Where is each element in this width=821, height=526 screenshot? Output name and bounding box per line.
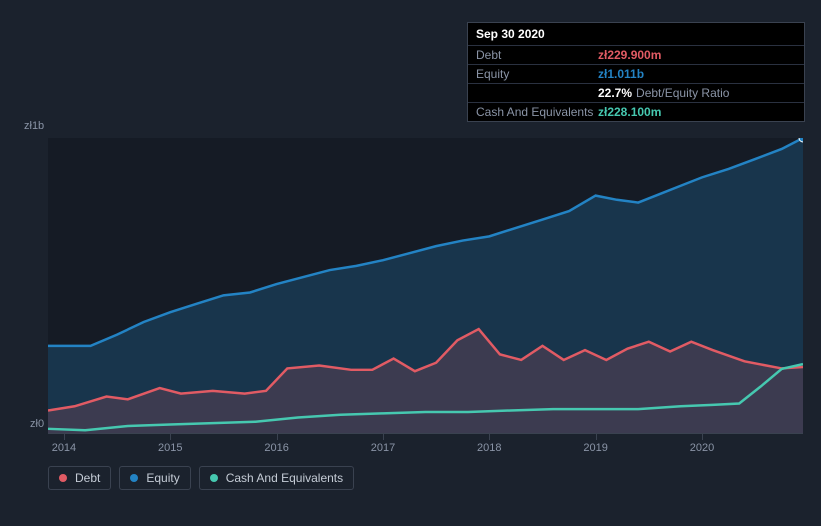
legend-item-debt[interactable]: Debt [48,466,111,490]
tooltip-row: Equityzł1.011b [468,64,804,83]
x-tick-label: 2017 [371,442,395,454]
tooltip-row-label: Debt [476,48,598,62]
tooltip-row: Cash And Equivalentszł228.100m [468,102,804,121]
x-tick-mark [383,434,384,440]
x-tick-mark [170,434,171,440]
x-tick-label: 2014 [52,442,76,454]
x-tick-mark [702,434,703,440]
legend-dot [210,474,218,482]
legend-item-equity[interactable]: Equity [119,466,190,490]
chart-legend: Debt Equity Cash And Equivalents [48,466,354,490]
chart-tooltip: Sep 30 2020 Debtzł229.900mEquityzł1.011b… [467,22,805,122]
tooltip-row-value: zł228.100m [598,105,661,119]
tooltip-row: Debtzł229.900m [468,45,804,64]
y-axis-tick-top: zł1b [24,120,44,132]
legend-dot [59,474,67,482]
tooltip-row-label: Equity [476,67,598,81]
tooltip-ratio-value: 22.7% [598,86,632,100]
tooltip-row-label: Cash And Equivalents [476,105,598,119]
legend-label: Cash And Equivalents [226,471,343,485]
tooltip-date: Sep 30 2020 [468,23,804,45]
x-tick-mark [64,434,65,440]
legend-label: Debt [75,471,100,485]
x-tick-label: 2019 [583,442,607,454]
tooltip-ratio-label: Debt/Equity Ratio [636,86,729,100]
plot-area [48,138,803,434]
legend-label: Equity [146,471,179,485]
x-tick-label: 2016 [264,442,288,454]
tooltip-row-value: zł1.011b [598,67,644,81]
x-tick-mark [489,434,490,440]
x-tick-label: 2020 [690,442,714,454]
tooltip-row-label [476,86,598,100]
x-tick-label: 2018 [477,442,501,454]
x-tick-mark [596,434,597,440]
tooltip-row-value: zł229.900m [598,48,661,62]
x-axis: 2014 2015 2016 2017 2018 2019 2020 [48,438,803,458]
tooltip-row: 22.7% Debt/Equity Ratio [468,83,804,102]
y-axis-tick-bottom: zł0 [30,418,44,430]
legend-dot [130,474,138,482]
legend-item-cash[interactable]: Cash And Equivalents [199,466,354,490]
x-tick-mark [277,434,278,440]
x-tick-label: 2015 [158,442,182,454]
